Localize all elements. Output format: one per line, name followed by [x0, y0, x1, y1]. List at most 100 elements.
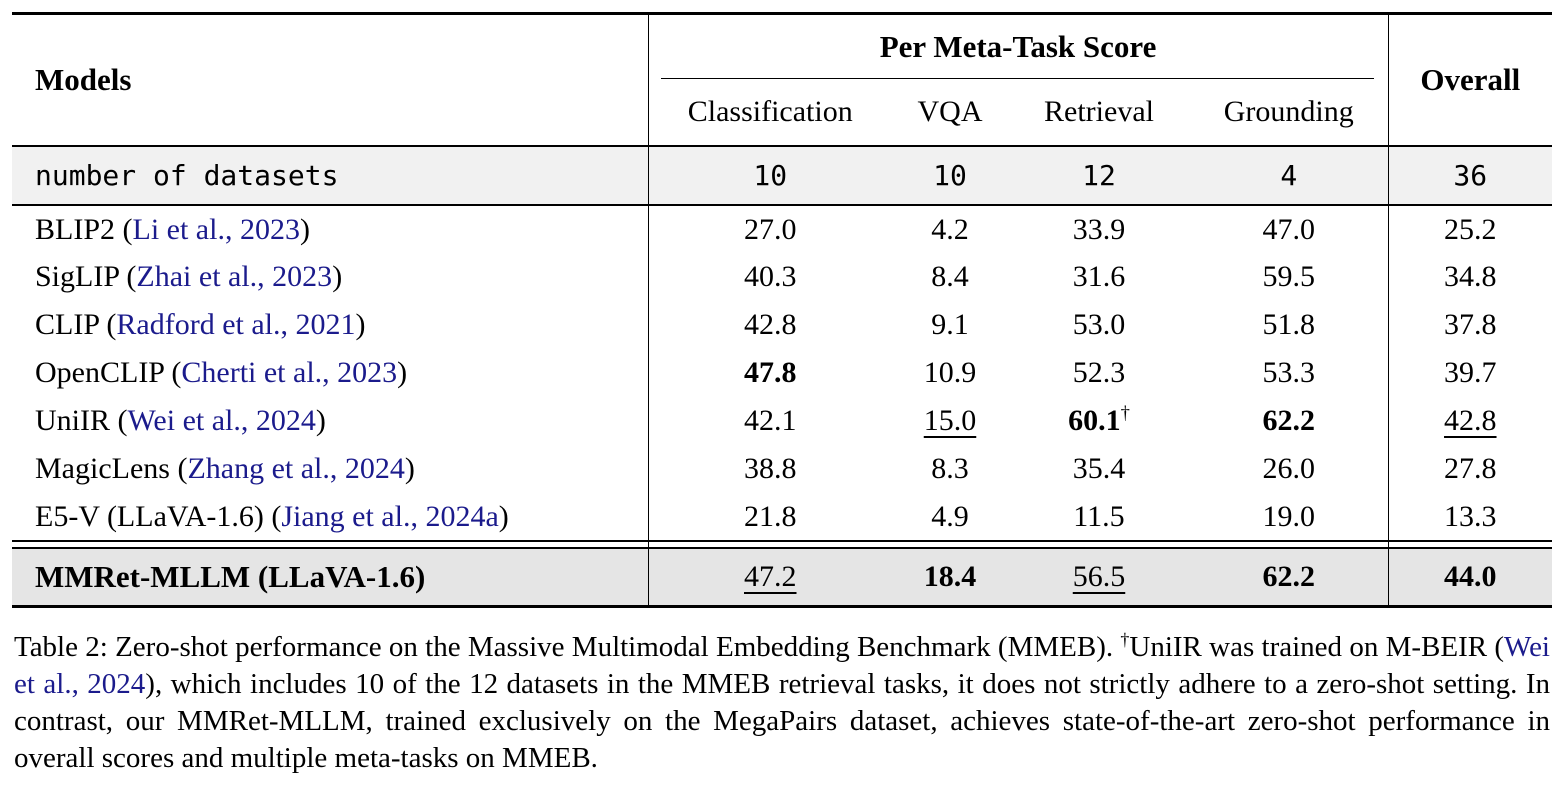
score-cell: 37.8	[1387, 301, 1553, 349]
column-header-retrieval: Retrieval	[1044, 95, 1154, 128]
score-cell: 56.5	[1008, 548, 1190, 606]
citation-link[interactable]: Zhai et al., 2023	[136, 260, 333, 293]
score-cell: 4.2	[892, 205, 1008, 253]
score-cell: 38.8	[647, 445, 892, 493]
score-value: 4.9	[931, 499, 969, 533]
score-value: 33.9	[1072, 212, 1126, 246]
score-value: 25.2	[1444, 212, 1497, 246]
paper-table-figure: Models Per Meta-Task Score Overall Class…	[12, 12, 1553, 777]
datasets-count-value: 12	[1082, 159, 1116, 192]
text-run: )	[315, 404, 326, 437]
dagger-footnote-marker: †	[1120, 403, 1130, 424]
citation-link[interactable]: Cherti et al., 2023	[181, 356, 398, 389]
score-cell: 34.8	[1387, 253, 1553, 301]
score-value: 8.3	[931, 452, 969, 485]
score-value: 21.8	[744, 499, 797, 533]
score-value: 56.5	[1072, 559, 1126, 593]
score-value: 47.0	[1262, 212, 1316, 246]
score-value: 31.6	[1072, 260, 1126, 293]
datasets-count-row: number of datasets 10 10 12 4 36	[12, 146, 1553, 205]
text-run: )	[404, 452, 415, 485]
model-row: E5-V (LLaVA-1.6) (Jiang et al., 2024a) 21…	[12, 493, 1553, 541]
score-cell: 26.0	[1190, 445, 1388, 493]
table-caption: Table 2: Zero-shot performance on the Ma…	[14, 629, 1550, 777]
model-name-cell: MagicLens (Zhang et al., 2024)	[12, 445, 648, 493]
header-row-subheaders: Classification VQA Retrieval Grounding	[12, 79, 1552, 146]
score-value: 42.8	[1444, 404, 1497, 437]
score-value: 26.0	[1262, 452, 1316, 485]
score-cell: 62.2	[1190, 548, 1388, 606]
datasets-count-value: 4	[1280, 159, 1298, 192]
models-column-header: Models	[35, 62, 132, 97]
header-row-group: Models Per Meta-Task Score Overall	[12, 13, 1553, 146]
score-value: 59.5	[1262, 260, 1316, 293]
score-value: 27.0	[744, 212, 797, 246]
score-cell: 44.0	[1387, 548, 1553, 606]
text-run: )	[498, 499, 509, 533]
score-value: 60.1	[1068, 404, 1121, 437]
score-cell: 11.5	[1008, 493, 1190, 541]
score-value: 34.8	[1444, 260, 1497, 293]
score-cell: 40.3	[647, 253, 892, 301]
meta-task-group-header: Per Meta-Task Score	[647, 13, 1389, 79]
score-value: 18.4	[923, 559, 977, 593]
datasets-count-value: 10	[933, 159, 967, 192]
model-row: UniIR (Wei et al., 2024) 42.1 15.0 60.1† 62.…	[12, 397, 1553, 445]
citation-link[interactable]: Li et al., 2023	[132, 212, 300, 246]
score-value: 51.8	[1262, 308, 1316, 341]
text-run: SigLIP (	[35, 260, 137, 293]
column-header-classification: Classification	[647, 79, 892, 146]
score-value: 13.3	[1444, 499, 1497, 533]
citation-link[interactable]: Wei et al., 2024	[14, 630, 1550, 700]
datasets-count-value: 36	[1387, 146, 1553, 205]
model-row: BLIP2 (Li et al., 2023) 27.0 4.2 33.9 47.0 25…	[12, 205, 1553, 253]
score-value: 62.2	[1262, 559, 1316, 593]
score-cell: 39.7	[1387, 349, 1553, 397]
score-cell: 15.0	[892, 397, 1008, 445]
score-cell: 42.8	[1387, 397, 1553, 445]
score-cell: 42.1	[647, 397, 892, 445]
score-value: 10.9	[923, 356, 977, 389]
model-name-cell: SigLIP (Zhai et al., 2023)	[12, 253, 648, 301]
score-value: 9.1	[931, 308, 969, 341]
model-name-cell: E5-V (LLaVA-1.6) (Jiang et al., 2024a)	[12, 493, 648, 541]
double-rule-segment	[647, 540, 1389, 549]
score-value: 35.4	[1072, 452, 1126, 485]
citation-link[interactable]: Radford et al., 2021	[116, 308, 356, 341]
column-header-grounding: Grounding	[1223, 95, 1354, 128]
score-cell: 53.3	[1190, 349, 1388, 397]
score-cell: 47.0	[1190, 205, 1388, 253]
double-rule-segment	[1387, 540, 1553, 549]
score-cell: 4.9	[892, 493, 1008, 541]
citation-link[interactable]: Zhang et al., 2024	[187, 452, 405, 485]
score-cell: 47.8	[647, 349, 892, 397]
citation-link[interactable]: Jiang et al., 2024a	[281, 499, 499, 533]
score-value: 11.5	[1073, 499, 1125, 533]
score-value: 47.8	[744, 356, 797, 389]
text-run: )	[397, 356, 408, 389]
text-run: ), which includes 10 of the 12 datasets …	[14, 667, 1551, 774]
model-row: SigLIP (Zhai et al., 2023) 40.3 8.4 31.6 59.…	[12, 253, 1553, 301]
citation-link[interactable]: Wei et al., 2024	[127, 404, 316, 437]
score-value: 38.8	[744, 452, 797, 485]
column-header-vqa: VQA	[917, 95, 983, 128]
dagger-footnote-marker: †	[1120, 628, 1130, 649]
score-cell: 35.4	[1008, 445, 1190, 493]
score-cell: 59.5	[1190, 253, 1388, 301]
score-cell: 52.3	[1008, 349, 1190, 397]
score-cell: 21.8	[647, 493, 892, 541]
text-run: E5-V (LLaVA-1.6) (	[35, 499, 282, 533]
score-value: 53.0	[1072, 308, 1126, 341]
double-rule-segment	[12, 540, 648, 549]
text-run: MagicLens (	[35, 452, 188, 485]
model-row: CLIP (Radford et al., 2021) 42.8 9.1 53.0 51…	[12, 301, 1553, 349]
score-value: 52.3	[1072, 356, 1126, 389]
score-cell: 60.1†	[1008, 397, 1190, 445]
text-run: CLIP (	[35, 308, 117, 341]
score-value: 42.8	[744, 308, 797, 341]
model-name-cell: UniIR (Wei et al., 2024)	[12, 397, 648, 445]
score-cell: 19.0	[1190, 493, 1388, 541]
score-cell: 62.2	[1190, 397, 1388, 445]
double-rule-spacer	[12, 540, 1553, 549]
score-cell: 42.8	[647, 301, 892, 349]
